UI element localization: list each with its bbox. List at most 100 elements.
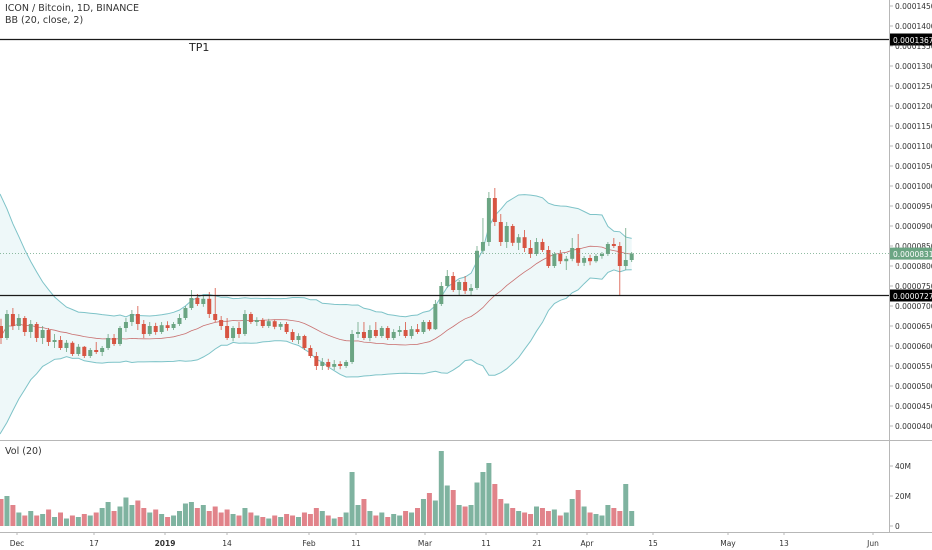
price-tick-label: 0.0001350 [895,42,932,51]
time-tick-label: 14 [222,539,232,548]
time-tick-label: Apr [581,539,595,548]
volume-bar [629,511,635,526]
volume-bar [63,518,69,526]
volume-bar [278,517,284,526]
volume-bar [355,505,361,526]
volume-bar [4,496,10,526]
candle-body [332,364,337,367]
volume-bar [224,509,230,526]
candle-body [16,318,21,326]
volume-bar [468,505,474,526]
candle-body [272,321,277,327]
volume-bar [159,514,165,526]
candle-body [46,330,51,342]
tp1-annotation[interactable]: TP1 [189,41,210,54]
candle-body [290,332,295,340]
price-tick-label: 0.0001450 [895,2,932,11]
volume-bar [200,505,206,526]
bollinger-bands [0,193,632,435]
price-axis[interactable]: 0.0001450 0.0001400 0.0001350 0.0001300 0.00… [889,2,932,531]
candle-body [516,237,521,243]
volume-bar [188,502,194,526]
volume-bar [462,506,468,526]
volume-bar [432,500,438,526]
volume-bar [93,512,99,526]
volume-bars[interactable] [0,451,635,526]
volume-bar [599,515,605,526]
volume-bar [230,514,236,526]
volume-bar [593,514,599,526]
candle-body [480,242,485,251]
price-tick-label: 0.0000850 [895,242,932,251]
price-tick-label: 0.0001250 [895,82,932,91]
candle-body [605,244,610,254]
price-tick-label: 0.0000700 [895,302,932,311]
volume-bar [492,484,498,526]
candle-body [427,322,432,330]
volume-bar [545,511,551,526]
candle-body [153,326,158,332]
volume-bar [123,497,129,526]
price-candles[interactable] [0,188,634,370]
candle-body [64,342,69,348]
volume-bar [528,514,534,526]
volume-bar [290,515,296,526]
volume-bar [248,512,254,526]
price-tick-label: 0.0000550 [895,362,932,371]
volume-bar [284,514,290,526]
time-tick-label: May [720,539,736,548]
volume-legend[interactable]: Vol (20) [5,446,42,457]
candle-body [623,260,628,266]
candle-body [171,324,176,328]
volume-bar [331,518,337,526]
time-tick-label: Mar [418,539,433,548]
candle-body [498,222,503,242]
volume-bar [379,512,385,526]
candle-body [82,346,87,356]
volume-bar [22,515,28,526]
volume-bar [551,509,557,526]
volume-bar [397,515,403,526]
volume-bar [212,506,218,526]
volume-bar [516,511,522,526]
volume-bar [34,515,40,526]
candle-body [88,350,93,356]
candle-body [118,328,122,344]
candle-body [100,348,105,352]
volume-bar [46,509,52,526]
candle-body [576,248,581,263]
bb-indicator-legend[interactable]: BB (20, close, 2) [5,15,84,26]
candle-body [248,314,253,322]
time-axis[interactable]: Dec 17 2019 14 Feb 11 Mar 11 21 Apr 15 May 13 Jun [10,532,879,548]
candle-body [528,248,533,254]
candle-body [260,320,265,326]
price-tick-label: 0.0000750 [895,282,932,291]
volume-bar [69,515,75,526]
price-tick-label: 0.0001200 [895,102,932,111]
candle-body [207,298,212,314]
volume-bar [474,482,480,526]
symbol-legend[interactable]: ICON / Bitcoin, 1D, BINANCE [5,3,139,14]
horizontal-levels[interactable]: 0.0001367 0.0000727 [0,33,932,302]
volume-tick-label: 20M [895,492,911,501]
volume-bar [569,499,575,526]
candle-body [58,340,63,348]
candle-body [308,348,313,356]
volume-bar [539,508,545,526]
candle-body [457,282,462,290]
time-tick-label: 2019 [155,539,176,548]
time-tick-label: 13 [779,539,789,548]
volume-bar [75,517,81,526]
volume-bar [165,517,171,526]
volume-bar [325,515,331,526]
price-tick-label: 0.0000450 [895,402,932,411]
candle-body [159,325,164,332]
volume-bar [194,508,200,526]
volume-bar [307,514,313,526]
volume-bar [313,508,319,526]
candle-body [361,332,366,338]
candle-body [504,226,509,242]
volume-bar [147,512,153,526]
candle-body [314,356,319,366]
